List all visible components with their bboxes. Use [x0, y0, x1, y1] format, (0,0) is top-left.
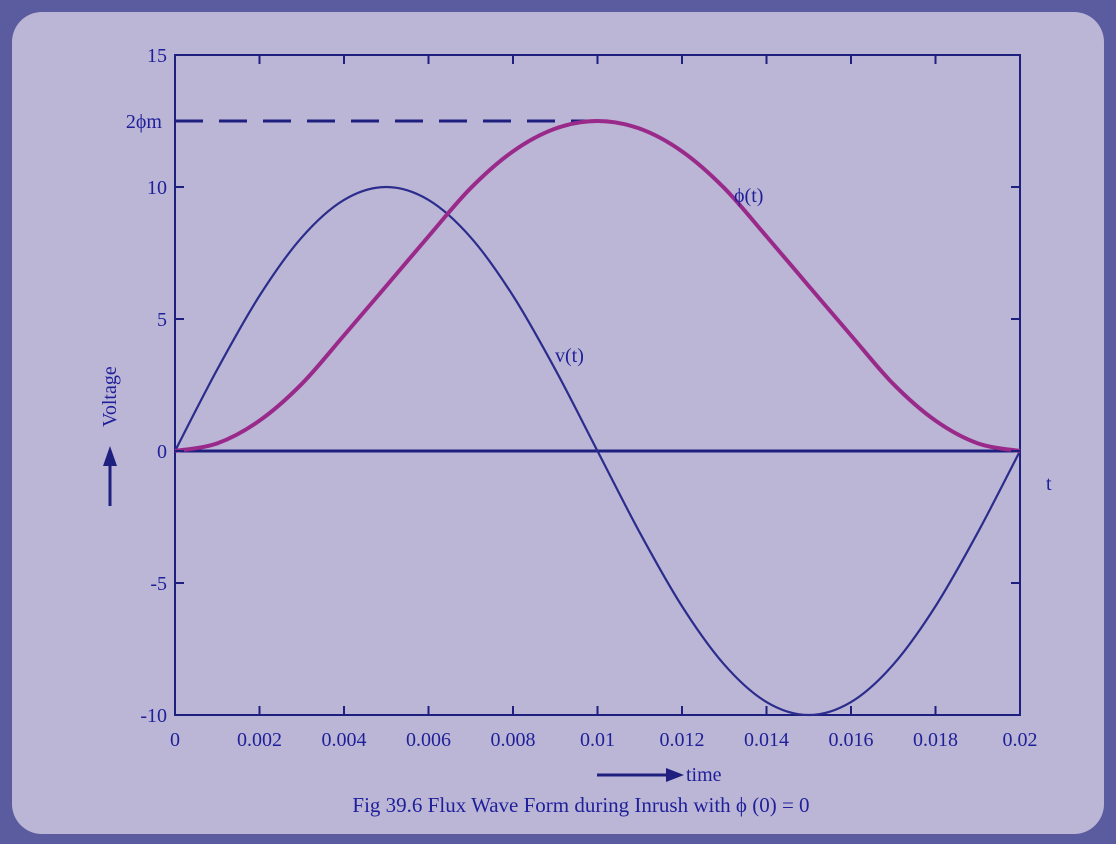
x-tick-label: 0.004: [322, 729, 367, 751]
y-tick-label: 5: [157, 309, 167, 331]
ylabel-group: Voltage: [99, 366, 121, 506]
y-tick-label: 15: [147, 45, 167, 67]
chart: 0 0.002 0.004 0.006 0.008 0.01 0.012 0.014 0.016…: [99, 45, 1052, 817]
y-tick-label: 10: [147, 177, 167, 199]
flux-line: [174, 119, 1021, 453]
xlabel-arrow-head: [666, 768, 684, 782]
x-tick-label: 0.014: [744, 729, 789, 751]
series-label-voltage: v(t): [555, 345, 584, 367]
y-tick-label: -5: [150, 573, 167, 595]
figure-panel: 0 0.002 0.004 0.006 0.008 0.01 0.012 0.014 0.016…: [12, 12, 1104, 834]
x-tick-label: 0.002: [237, 729, 282, 751]
y-tick-label: 0: [157, 441, 167, 463]
x-tick-label: 0: [170, 729, 180, 751]
peak-flux-label: 2ϕm: [126, 111, 163, 133]
ylabel-arrow-head: [103, 446, 117, 466]
y-tick-label: -10: [140, 705, 167, 727]
x-tick-label: 0.018: [913, 729, 958, 751]
x-tick-label: 0.016: [829, 729, 874, 751]
x-tick-label: 0.006: [406, 729, 451, 751]
xlabel-group: time: [597, 764, 722, 786]
series-label-flux: ϕ(t): [734, 185, 763, 207]
axis-ticks: [174, 54, 1021, 716]
x-tick-label: 0.008: [491, 729, 536, 751]
series-layer: [174, 119, 1021, 717]
figure-caption: Fig 39.6 Flux Wave Form during Inrush wi…: [352, 793, 809, 817]
xlabel: time: [686, 764, 722, 786]
x-tick-label: 0.02: [1003, 729, 1038, 751]
tick-labels: 0 0.002 0.004 0.006 0.008 0.01 0.012 0.014 0.016…: [140, 45, 1037, 751]
x-tick-label: 0.01: [580, 729, 615, 751]
ylabel: Voltage: [99, 366, 121, 427]
voltage-line: [174, 185, 1021, 717]
x-tick-label: 0.012: [660, 729, 705, 751]
t-axis-label: t: [1046, 473, 1052, 495]
